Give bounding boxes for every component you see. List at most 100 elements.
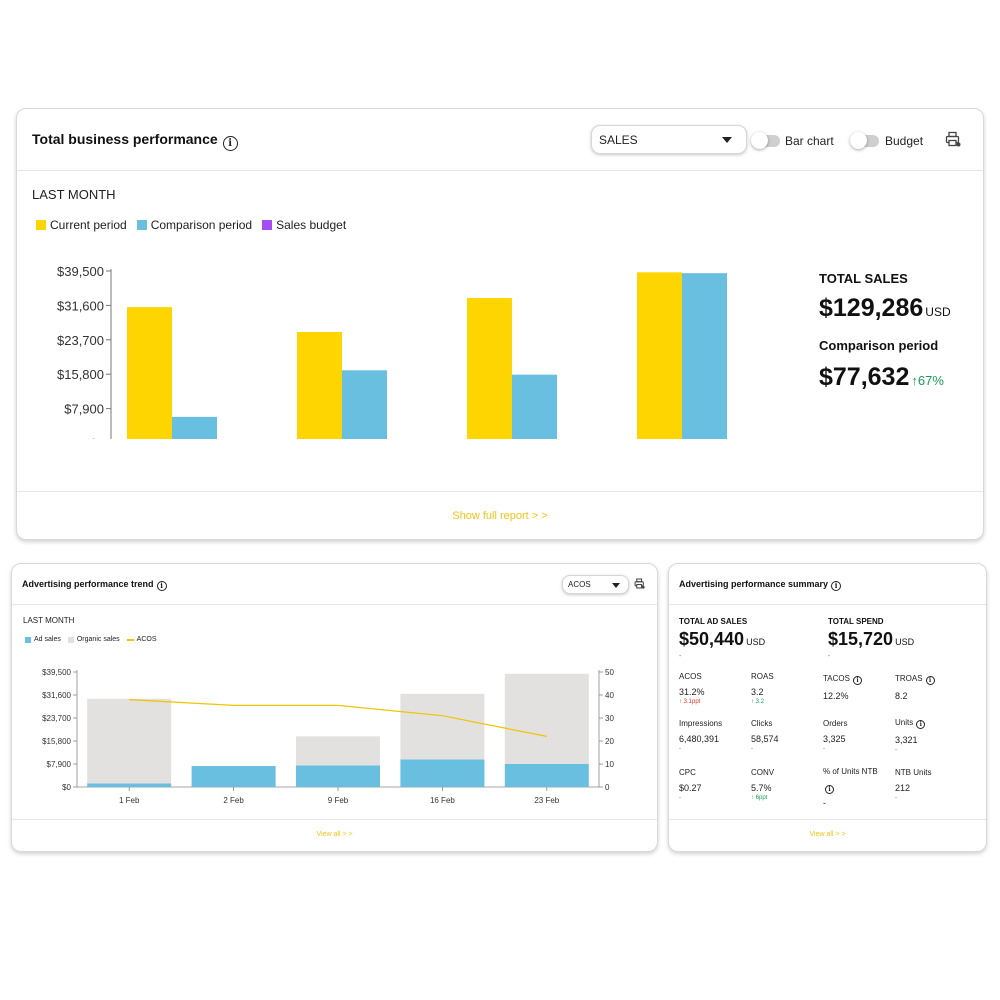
metric-label: Clicks (751, 719, 773, 728)
metric-select[interactable]: ACOS (562, 575, 629, 594)
card-header: Advertising performance trend i ACOS (12, 564, 657, 605)
info-icon[interactable]: i (825, 785, 834, 794)
metric-change: - (679, 746, 681, 752)
toggle-knob (850, 132, 867, 149)
y2-tick-label: 20 (605, 737, 614, 746)
x-tick-label: 2 Feb (223, 796, 244, 805)
y-tick-label: $0 (90, 436, 104, 439)
info-icon[interactable]: i (925, 676, 935, 685)
change-percent: 67% (917, 373, 944, 388)
arrow-up-icon: ↑ (911, 373, 918, 388)
metric-acos: ACOS 31.2% ↑ 3.1ppt (679, 672, 705, 705)
metric-value: 212 (895, 783, 911, 793)
legend-label: Organic sales (76, 636, 120, 643)
y-tick-label: $39,500 (42, 668, 71, 677)
card-footer: View all > > (669, 819, 986, 851)
metric-label: NTB Units (895, 768, 932, 777)
metric-label-row: TACOS i (823, 674, 862, 685)
metric-label: CPC (679, 768, 696, 777)
metric-label: TROAS (895, 674, 923, 683)
x-tick-label: 23 Feb (534, 796, 559, 805)
bar-current-period (467, 297, 512, 439)
metric-label: Impressions (679, 719, 723, 728)
bar-chart-toggle[interactable] (751, 132, 780, 149)
y-tick-label: $7,900 (64, 402, 104, 417)
legend-swatch (25, 636, 31, 643)
legend-swatch (67, 636, 74, 643)
metric-percent-units-ntb: % of Units NTB i - (823, 767, 878, 808)
legend-item-comparison-period[interactable]: Comparison period (136, 218, 253, 232)
total-sales-label: TOTAL SALES (819, 271, 908, 286)
toggle-knob (751, 132, 768, 149)
metric-value: 31.2% (679, 687, 705, 697)
card-title-text: Total business performance (32, 131, 218, 147)
legend-item-current-period[interactable]: Current period (36, 218, 127, 232)
view-all-link[interactable]: View all > > (316, 831, 353, 838)
budget-toggle-label: Budget (885, 134, 924, 148)
metric-label: CONV (751, 768, 775, 777)
bar-organic-sales (504, 673, 589, 764)
metric-orders: Orders 3,325 - (823, 719, 847, 752)
show-full-report-link[interactable]: Show full report > > (452, 510, 548, 522)
legend-item-acos[interactable]: ACOS (126, 636, 157, 643)
x-tick-label: 9 Feb (328, 796, 349, 805)
card-title-text: Advertising performance summary (679, 579, 829, 589)
legend-label: Comparison period (150, 218, 253, 232)
total-ad-sales-amount: $50,440 (679, 629, 745, 649)
info-icon[interactable]: i (852, 676, 862, 685)
legend-label: Current period (50, 218, 127, 232)
legend-label: Ad sales (34, 636, 61, 643)
metric-label: % of Units NTB (823, 767, 878, 776)
legend-item-sales-budget[interactable]: Sales budget (262, 218, 346, 232)
card-title: Total business performance i (32, 131, 238, 151)
total-ad-sales-value: $50,440 USD (679, 629, 765, 650)
metric-cpc: CPC $0.27 - (679, 768, 702, 801)
acos-line (129, 699, 547, 737)
y2-tick-label: 50 (605, 668, 614, 677)
info-icon[interactable]: i (156, 581, 167, 591)
info-icon[interactable]: i (222, 136, 238, 151)
bar-chart-toggle-label: Bar chart (785, 134, 834, 148)
info-icon[interactable]: i (916, 720, 926, 729)
metric-change: ↑ 3.2 (751, 699, 765, 705)
view-all-link[interactable]: View all > > (809, 831, 846, 838)
metric-select[interactable]: SALES (591, 125, 747, 154)
metric-change: - (895, 795, 897, 801)
y-tick-label: $31,600 (57, 298, 104, 313)
info-icon[interactable]: i (831, 581, 842, 591)
metric-troas: TROAS i 8.2 (895, 674, 935, 701)
y-tick-label: $31,600 (42, 691, 71, 700)
print-icon[interactable] (945, 131, 961, 147)
metric-units: Units i 3,321 - (895, 718, 926, 753)
bar-ad-sales (504, 764, 589, 787)
metric-value: - (823, 798, 826, 808)
bar-comparison-period (172, 416, 217, 439)
bar-comparison-period (342, 370, 387, 439)
y-tick-label: $7,900 (47, 760, 72, 769)
metric-label-row: TROAS i (895, 674, 935, 685)
metric-conv: CONV 5.7% ↑ 6ppt (751, 768, 774, 801)
period-label: LAST MONTH (23, 616, 75, 625)
metric-value: $0.27 (679, 783, 702, 793)
y-tick-label: $23,700 (57, 333, 104, 348)
bar-ad-sales (87, 783, 172, 787)
metric-change: - (823, 746, 825, 752)
caret-down-icon (612, 583, 620, 588)
total-sales-amount: $129,286 (819, 294, 924, 322)
print-icon[interactable] (634, 578, 645, 589)
legend-item-ad-sales[interactable]: Ad sales (25, 636, 61, 643)
y-tick-label: $15,800 (57, 367, 104, 382)
total-spend-value: $15,720 USD (828, 629, 914, 650)
metric-label: Units (895, 718, 914, 727)
budget-toggle[interactable] (850, 132, 879, 149)
legend-swatch (136, 220, 147, 230)
card-footer: Show full report > > (17, 491, 983, 539)
legend-item-organic-sales[interactable]: Organic sales (67, 636, 120, 643)
total-spend-change: - (828, 653, 831, 660)
metric-label: Orders (823, 719, 848, 728)
x-tick-label: 1 Feb (119, 796, 140, 805)
card-title-text: Advertising performance trend (22, 579, 154, 589)
y-tick-label: $23,700 (42, 714, 71, 723)
metric-clicks: Clicks 58,574 - (751, 719, 779, 752)
bar-ad-sales (296, 765, 380, 787)
